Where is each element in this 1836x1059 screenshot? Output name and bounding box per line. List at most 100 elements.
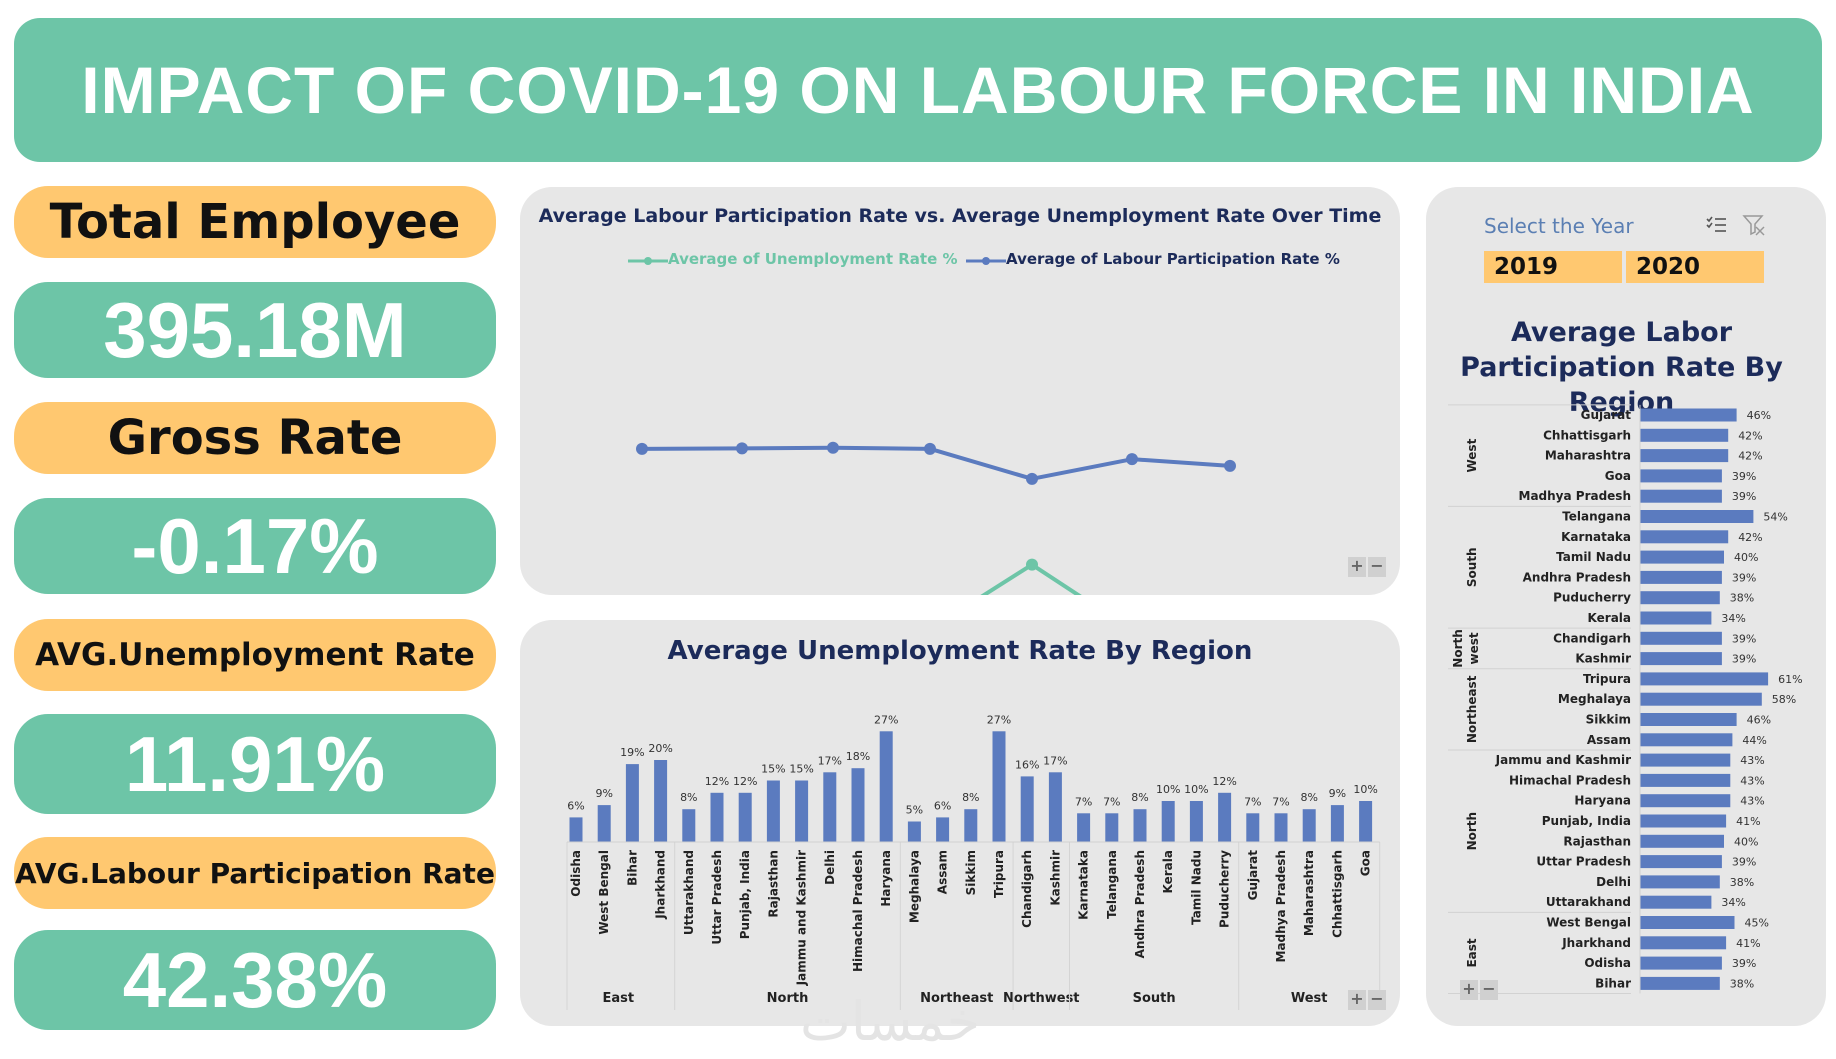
x-tick-label: Haryana xyxy=(879,850,893,907)
bar-data-label: 39% xyxy=(1732,571,1756,584)
y-tick-label: Telangana xyxy=(1562,510,1631,524)
bar xyxy=(1640,773,1731,787)
x-tick-label: Himachal Pradesh xyxy=(851,850,865,972)
bar xyxy=(795,780,809,842)
bar-data-label: 43% xyxy=(1740,774,1764,787)
bar xyxy=(1077,813,1091,842)
y-tick-label: Jharkhand xyxy=(1561,936,1631,950)
slicer-option-2019[interactable]: 2019 xyxy=(1484,251,1622,283)
bar xyxy=(1640,591,1720,605)
x-tick-label: Bihar xyxy=(625,850,639,886)
bar xyxy=(1640,875,1720,889)
slicer-title: Select the Year xyxy=(1484,214,1634,238)
clear-filter-icon[interactable] xyxy=(1742,214,1766,236)
region-lpr-chart: Gujarat 46% Chhattisgarh 42% Maharashtra 42% G… xyxy=(1448,404,1803,995)
bar xyxy=(1640,976,1720,990)
x-tick-label: Chandigarh xyxy=(1020,850,1034,928)
x-tick-label: Punjab, India xyxy=(738,850,752,939)
y-tick-label: Kashmir xyxy=(1575,652,1631,666)
bar-data-label: 41% xyxy=(1736,815,1760,828)
region-group-label: North xyxy=(1451,629,1465,667)
bar-data-label: 8% xyxy=(962,791,979,804)
y-tick-label: Puducherry xyxy=(1553,591,1631,605)
multi-select-icon[interactable] xyxy=(1706,215,1728,235)
region-group-label: North xyxy=(767,991,809,1006)
series-point xyxy=(636,442,648,455)
y-tick-label: Tripura xyxy=(1583,672,1631,686)
line-chart: Qtr2Qtr3Qtr4Qtr1Qtr2Qtr3Qtr420192020 xyxy=(636,441,1236,595)
x-tick-label: Telangana xyxy=(1105,850,1119,919)
y-tick-label: Bihar xyxy=(1595,976,1631,990)
region-group-label: East xyxy=(1465,938,1479,967)
region-group-label: East xyxy=(602,991,634,1006)
bar xyxy=(1640,408,1737,422)
region-group-label: South xyxy=(1133,991,1176,1006)
collapse-button[interactable]: − xyxy=(1368,990,1386,1010)
x-tick-label: Odisha xyxy=(569,850,583,897)
bar xyxy=(597,805,611,842)
bar-data-label: 39% xyxy=(1732,957,1756,970)
line-chart-title: Average Labour Participation Rate vs. Av… xyxy=(538,205,1382,227)
region-group-label: West xyxy=(1465,438,1479,472)
bar-data-label: 12% xyxy=(1212,775,1236,788)
bar-data-label: 34% xyxy=(1721,612,1745,625)
x-tick-label: Assam xyxy=(936,850,950,894)
bar-data-label: 45% xyxy=(1745,917,1769,930)
bar xyxy=(1640,489,1722,503)
bar-data-label: 17% xyxy=(818,754,842,767)
bar-chart-title: Average Unemployment Rate By Region xyxy=(667,636,1253,666)
bar-chart-card: Average Unemployment Rate By Region 6% Od… xyxy=(520,620,1400,1026)
x-tick-label: West Bengal xyxy=(597,850,611,935)
bar xyxy=(1640,611,1712,625)
bar-data-label: 8% xyxy=(1131,791,1148,804)
bar xyxy=(1640,652,1722,666)
x-tick-label: Kashmir xyxy=(1048,850,1062,906)
bar xyxy=(1640,916,1735,929)
x-tick-label: Meghalaya xyxy=(907,850,921,923)
y-tick-label: Delhi xyxy=(1596,875,1631,889)
collapse-button[interactable]: − xyxy=(1480,980,1498,1000)
y-tick-label: Punjab, India xyxy=(1542,814,1631,828)
bar xyxy=(1246,813,1260,842)
y-tick-label: Meghalaya xyxy=(1558,692,1631,706)
expand-button[interactable]: + xyxy=(1460,980,1478,1000)
slicer-option-2020[interactable]: 2020 xyxy=(1626,251,1764,283)
region-group-label: west xyxy=(1467,632,1481,664)
bar-data-label: 10% xyxy=(1184,783,1208,796)
region-group-label: Northeast xyxy=(1465,675,1479,743)
bar-data-label: 44% xyxy=(1742,734,1766,747)
bar-data-label: 40% xyxy=(1734,551,1758,564)
bar xyxy=(1640,753,1731,767)
avg-lpr-value: 42.38% xyxy=(14,930,496,1030)
bar-data-label: 12% xyxy=(733,775,757,788)
bar-data-label: 9% xyxy=(595,787,612,800)
bar xyxy=(766,780,780,842)
region-group-label: Northwest xyxy=(1003,991,1079,1006)
expand-button[interactable]: + xyxy=(1348,990,1366,1010)
bar-data-label: 38% xyxy=(1730,977,1754,990)
bar-data-label: 58% xyxy=(1772,693,1796,706)
bar xyxy=(1640,834,1724,848)
region-lpr-title: Average Labor Participation Rate By Regi… xyxy=(1460,317,1783,418)
x-tick-label: Maharashtra xyxy=(1302,850,1316,936)
y-tick-label: Haryana xyxy=(1574,794,1631,808)
zoom-controls: + − xyxy=(1348,557,1386,577)
bar-data-label: 39% xyxy=(1732,653,1756,666)
y-tick-label: Uttar Pradesh xyxy=(1536,855,1631,869)
bar-data-label: 43% xyxy=(1740,795,1764,808)
bar xyxy=(1640,428,1729,442)
collapse-button[interactable]: − xyxy=(1368,557,1386,577)
bar-data-label: 12% xyxy=(705,775,729,788)
bar xyxy=(1640,510,1754,523)
bar-data-label: 41% xyxy=(1736,937,1760,950)
expand-button[interactable]: + xyxy=(1348,557,1366,577)
bar-data-label: 40% xyxy=(1734,835,1758,848)
bar xyxy=(1640,692,1762,706)
bar-data-label: 42% xyxy=(1738,531,1762,544)
series-point xyxy=(1026,472,1038,485)
series-line-lpr xyxy=(641,445,1231,481)
bar-data-label: 17% xyxy=(1043,754,1067,767)
x-tick-label: Karnataka xyxy=(1077,850,1091,920)
bar xyxy=(823,772,837,842)
bar-data-label: 34% xyxy=(1721,896,1745,909)
